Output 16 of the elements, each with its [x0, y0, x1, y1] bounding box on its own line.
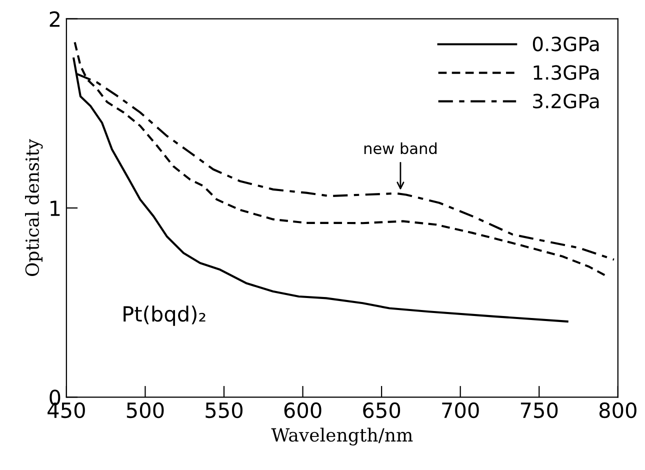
legend-label: 3.2GPa [533, 94, 599, 108]
legend-label: 1.3GPa [534, 65, 599, 80]
x-tick-label: 750 [520, 402, 558, 418]
x-tick-label: 550 [206, 402, 242, 418]
x-tick-label: 700 [442, 402, 479, 418]
x-tick-label: 650 [363, 402, 400, 418]
legend-label: 0.3GPa [532, 36, 599, 52]
annotation: Pt(bqd)₂ [124, 306, 206, 326]
y-tick-label: 1 [50, 200, 60, 216]
x-tick-label: 500 [126, 402, 164, 418]
x-axis-title: Wavelength/nm [271, 428, 413, 446]
annotation: new band [364, 142, 437, 154]
x-tick-label: 600 [284, 402, 322, 418]
y-tick-label: 2 [50, 11, 60, 27]
y-axis-title: Optical density [25, 138, 43, 276]
x-tick-label: 800 [599, 402, 636, 418]
